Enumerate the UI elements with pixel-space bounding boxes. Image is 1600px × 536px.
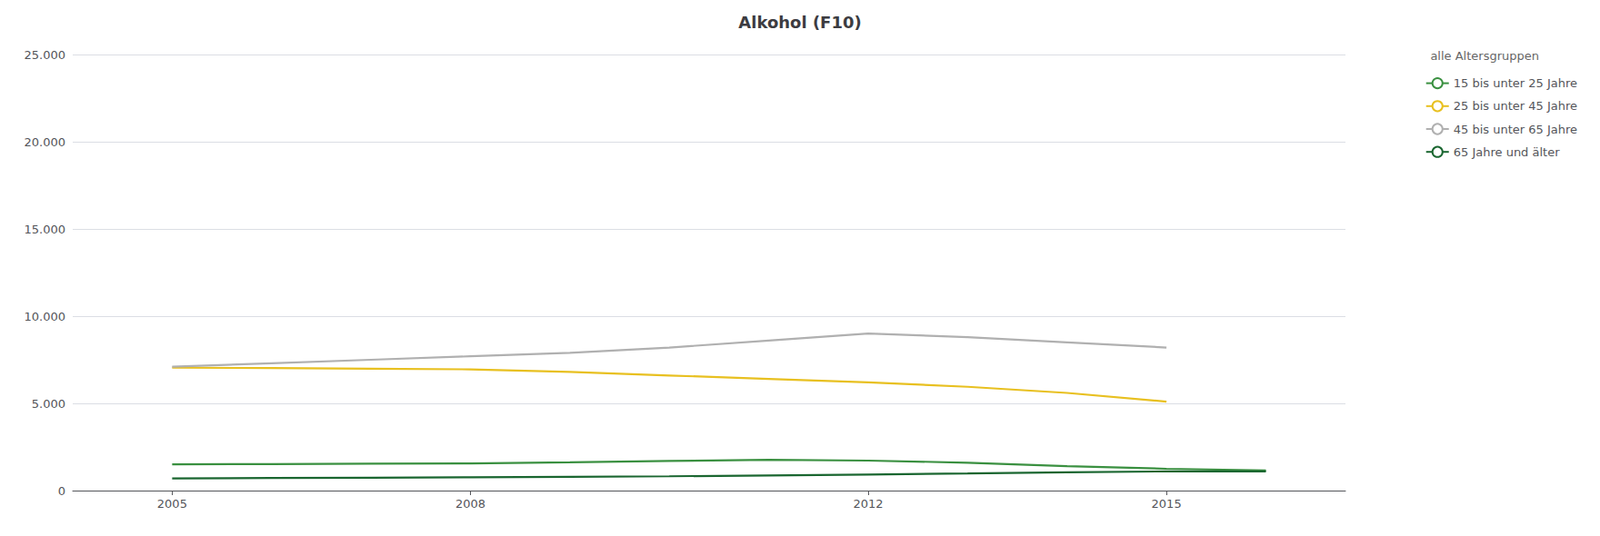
svg-text:2008: 2008 xyxy=(455,497,486,511)
svg-text:Alkohol (F10): Alkohol (F10) xyxy=(738,12,861,32)
svg-text:20.000: 20.000 xyxy=(24,135,67,150)
svg-text:65 Jahre und älter: 65 Jahre und älter xyxy=(1453,145,1560,160)
svg-text:0: 0 xyxy=(58,484,66,499)
svg-text:15 bis unter 25 Jahre: 15 bis unter 25 Jahre xyxy=(1453,76,1578,90)
svg-text:5.000: 5.000 xyxy=(31,397,66,411)
svg-text:alle Altersgruppen: alle Altersgruppen xyxy=(1430,49,1540,63)
svg-text:25.000: 25.000 xyxy=(24,48,67,62)
svg-text:45 bis unter 65 Jahre: 45 bis unter 65 Jahre xyxy=(1453,122,1578,137)
svg-text:10.000: 10.000 xyxy=(24,310,67,324)
svg-text:2012: 2012 xyxy=(852,497,883,511)
svg-text:2005: 2005 xyxy=(157,497,188,511)
svg-text:2015: 2015 xyxy=(1151,497,1182,511)
svg-text:15.000: 15.000 xyxy=(24,222,67,237)
svg-text:25 bis unter 45 Jahre: 25 bis unter 45 Jahre xyxy=(1453,99,1578,113)
